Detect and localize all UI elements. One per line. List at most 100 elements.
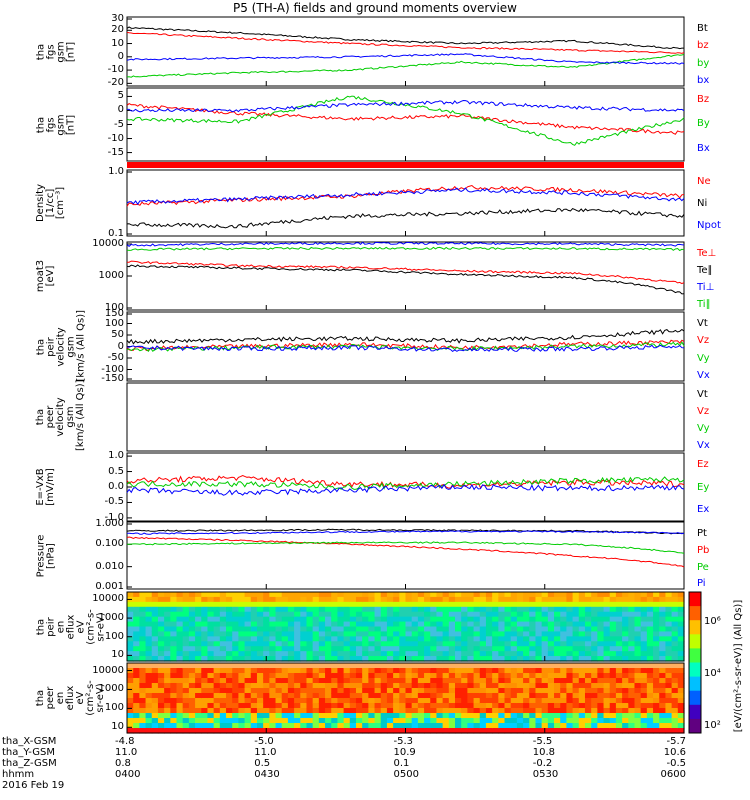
- heatmap-cell: [603, 616, 611, 623]
- heatmap-cell: [201, 668, 209, 674]
- heatmap-cell: [386, 713, 394, 719]
- heatmap-cell: [609, 673, 617, 679]
- heatmap-cell: [597, 636, 605, 642]
- heatmap-cell: [256, 611, 264, 618]
- footer-label: tha_Y-GSM: [2, 747, 56, 758]
- heatmap-cell: [318, 592, 326, 598]
- heatmap-cell: [473, 693, 481, 699]
- heatmap-cell: [622, 703, 629, 709]
- heatmap-cell: [523, 626, 530, 633]
- footer-label: tha_X-GSM: [2, 736, 57, 747]
- heatmap-cell: [424, 596, 431, 603]
- heatmap-cell: [207, 631, 215, 637]
- heatmap-cell: [479, 611, 487, 618]
- heatmap-cell: [405, 713, 413, 719]
- heatmap-cell: [628, 668, 636, 674]
- heatmap-cell: [201, 626, 209, 633]
- heatmap-cell: [485, 663, 493, 669]
- heatmap-cell: [436, 678, 444, 684]
- heatmap-cell: [566, 688, 574, 694]
- heatmap-cell: [492, 683, 499, 689]
- heatmap-cell: [176, 592, 184, 598]
- heatmap-cell: [157, 606, 165, 613]
- heatmap-cell: [535, 601, 543, 608]
- heatmap-cell: [622, 728, 629, 734]
- heatmap-cell: [201, 708, 209, 714]
- heatmap-cell: [653, 621, 660, 628]
- heatmap-cell: [151, 668, 159, 674]
- heatmap-cell: [659, 641, 667, 647]
- heatmap-cell: [374, 708, 382, 714]
- heatmap-cell: [244, 631, 252, 637]
- heatmap-cell: [182, 673, 190, 679]
- heatmap-cell: [560, 611, 568, 618]
- heatmap-cell: [405, 592, 413, 598]
- heatmap-cell: [535, 693, 543, 699]
- heatmap-cell: [504, 601, 512, 608]
- heatmap-cell: [157, 631, 165, 637]
- heatmap-cell: [498, 698, 506, 704]
- heatmap-cell: [411, 718, 419, 724]
- heatmap-cell: [442, 708, 450, 714]
- heatmap-cell: [244, 728, 252, 734]
- heatmap-cell: [399, 718, 407, 724]
- y-tick-label: 150: [104, 308, 124, 319]
- heatmap-cell: [615, 596, 623, 603]
- heatmap-cell: [547, 646, 555, 652]
- heatmap-cell: [671, 641, 679, 647]
- heatmap-cell: [554, 673, 561, 679]
- heatmap-cell: [362, 688, 369, 694]
- y-tick-label: -10: [107, 132, 124, 144]
- heatmap-cell: [467, 683, 475, 689]
- heatmap-cell: [659, 668, 667, 674]
- heatmap-cell: [597, 663, 605, 669]
- heatmap-cell: [182, 668, 190, 674]
- heatmap-cell: [609, 683, 617, 689]
- heatmap-cell: [164, 708, 171, 714]
- heatmap-cell: [275, 673, 283, 679]
- heatmap-cell: [560, 621, 568, 628]
- heatmap-cell: [325, 631, 332, 637]
- heatmap-cell: [603, 621, 611, 628]
- heatmap-cell: [665, 616, 673, 623]
- heatmap-cell: [609, 626, 617, 633]
- heatmap-cell: [566, 626, 574, 633]
- heatmap-cell: [139, 596, 147, 603]
- y-tick-label: 1000: [98, 612, 124, 624]
- heatmap-cell: [201, 606, 209, 613]
- heatmap-cell: [677, 636, 685, 642]
- heatmap-cell: [331, 592, 339, 598]
- heatmap-cell: [306, 631, 314, 637]
- heatmap-cell: [665, 663, 673, 669]
- heatmap-cell: [473, 592, 481, 598]
- heatmap-cell: [560, 683, 568, 689]
- heatmap-cell: [523, 646, 530, 652]
- heatmap-cell: [591, 636, 598, 642]
- heatmap-cell: [300, 703, 308, 709]
- axis-label: tha fgs gsm [nT]: [35, 40, 76, 63]
- heatmap-cell: [615, 621, 623, 628]
- heatmap-cell: [554, 688, 561, 694]
- heatmap-cell: [238, 688, 246, 694]
- heatmap-cell: [349, 641, 357, 647]
- heatmap-cell: [207, 596, 215, 603]
- heatmap-cell: [325, 698, 332, 704]
- heatmap-cell: [455, 683, 462, 689]
- heatmap-cell: [578, 693, 586, 699]
- heatmap-cell: [207, 646, 215, 652]
- heatmap-cell: [250, 703, 258, 709]
- series-line: [126, 53, 685, 65]
- heatmap-cell: [584, 592, 592, 598]
- heatmap-cell: [362, 616, 369, 623]
- heatmap-cell: [442, 668, 450, 674]
- heatmap-cell: [461, 616, 468, 623]
- series-line: [126, 344, 685, 353]
- heatmap-cell: [164, 728, 171, 734]
- heatmap-cell: [473, 708, 481, 714]
- heatmap-cell: [201, 636, 209, 642]
- heatmap-cell: [269, 651, 277, 657]
- heatmap-cell: [485, 668, 493, 674]
- heatmap-cell: [250, 631, 258, 637]
- heatmap-cell: [603, 698, 611, 704]
- heatmap-cell: [176, 616, 184, 623]
